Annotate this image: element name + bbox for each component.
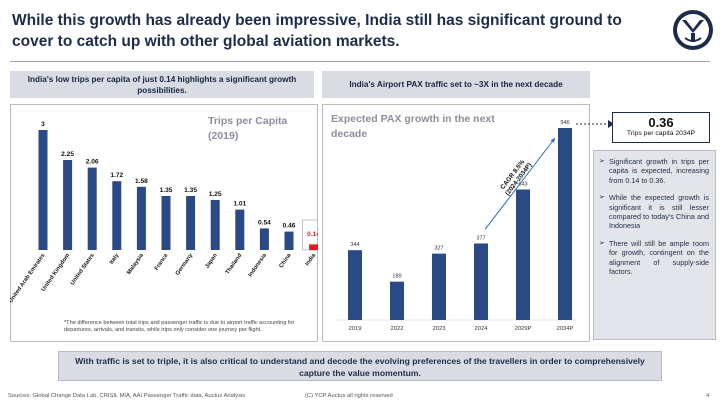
- bullet-arrow-icon: ➢: [599, 158, 605, 165]
- bar-united-states: [87, 167, 97, 250]
- takeaway-box: With traffic is set to triple, it is als…: [58, 351, 662, 381]
- mid-header: India's Airport PAX traffic set to ~3X i…: [322, 71, 590, 98]
- tick-label: United Arab Emirates: [10, 253, 47, 305]
- tick-label: Indonesia: [248, 252, 269, 278]
- tick-label: Italy: [109, 252, 121, 266]
- bar-2019: [348, 250, 362, 320]
- tick-label: 2019: [349, 326, 362, 332]
- bar-indonesia: [259, 228, 269, 250]
- bullet-arrow-icon: ➢: [599, 239, 605, 247]
- data-label: 0.14: [307, 231, 318, 238]
- tick-label: Malaysia: [126, 252, 145, 276]
- data-label: 1.01: [233, 201, 246, 208]
- insights-panel: ➢ Significant growth in trips per capita …: [593, 150, 716, 340]
- mid-chart-panel: [322, 104, 590, 342]
- footer-copyright: (C) YCP Auctus all rights reserved: [305, 393, 393, 399]
- page-number: 4: [706, 393, 710, 399]
- data-label: 1.58: [135, 178, 148, 185]
- footer-sources: Sources: Global Change Data Lab, CRISIL …: [8, 393, 246, 399]
- bar-india: [309, 244, 318, 250]
- bar-united-arab-emirates: [38, 130, 48, 250]
- bar-2024: [474, 243, 488, 320]
- tick-label: 2024: [475, 326, 489, 332]
- tick-label: 2034P: [557, 326, 574, 332]
- bar-italy: [112, 181, 122, 250]
- tick-label: 2029P: [515, 326, 532, 332]
- callout-arrow-icon: [576, 120, 614, 128]
- data-label: 1.35: [184, 187, 197, 194]
- data-label: 2.25: [61, 151, 74, 158]
- pax-growth-chart: 344 2019 189 2022 327 2023 377 2024 643 2029P 946 2…: [334, 120, 578, 332]
- data-label: 377: [476, 235, 485, 241]
- bar-2023: [432, 253, 446, 320]
- data-label: 344: [350, 242, 359, 248]
- data-label: 0.54: [258, 219, 271, 226]
- chart-footnote: *The difference between total trips and …: [64, 320, 295, 333]
- data-label: 1.35: [160, 187, 173, 194]
- tick-label: United Kingdom: [41, 253, 72, 293]
- data-label: 0.46: [283, 223, 296, 230]
- data-label: 643: [518, 181, 527, 187]
- data-label: 946: [560, 120, 569, 126]
- tick-label: Japan: [204, 252, 219, 270]
- cagr-arrow: [484, 137, 556, 230]
- tick-label: India: [305, 252, 318, 267]
- tick-label: China: [278, 252, 293, 269]
- data-label: 189: [392, 274, 401, 280]
- insight-item: ➢ Significant growth in trips per capita …: [599, 157, 709, 185]
- title-divider: [10, 61, 710, 62]
- data-label: 3: [41, 121, 45, 128]
- bar-2022: [390, 281, 404, 320]
- bar-2029p: [516, 189, 530, 320]
- data-label: 1.72: [110, 172, 123, 179]
- bar-2034p: [558, 128, 572, 320]
- chart2-title: Expected PAX growth in the next decade: [331, 113, 495, 140]
- callout-box: 0.36 Trips per capita 2034P: [612, 112, 710, 143]
- bar-france: [161, 196, 171, 250]
- bar-thailand: [235, 209, 245, 250]
- tick-label: Germany: [175, 252, 195, 277]
- chart1-title: Trips per Capita (2019): [208, 115, 288, 142]
- data-label: 1.25: [209, 191, 222, 198]
- cagr-arrowhead-icon: [550, 138, 555, 143]
- insight-item: ➢ While the expected growth is significan…: [599, 193, 709, 231]
- callout-value: 0.36: [648, 115, 674, 130]
- trips-per-capita-chart: 3 United Arab Emirates 2.25 United Kingdom 2…: [10, 121, 318, 305]
- bar-malaysia: [136, 186, 146, 250]
- tick-label: United States: [70, 253, 96, 287]
- tick-label: 2023: [433, 326, 446, 332]
- insight-item: ➢ There will still be ample room for grow…: [599, 238, 709, 277]
- data-label: 2.06: [86, 159, 99, 166]
- bar-china: [284, 231, 294, 250]
- left-header: India's low trips per capita of just 0.1…: [10, 71, 314, 98]
- callout-label: Trips per capita 2034P: [626, 130, 696, 137]
- tick-label: France: [154, 252, 170, 272]
- data-label: 327: [434, 246, 443, 252]
- bullet-arrow-icon: ➢: [599, 194, 605, 202]
- company-logo-icon: [673, 10, 713, 50]
- slide-title: While this growth has already been impre…: [12, 12, 622, 50]
- tick-label: 2022: [391, 326, 404, 332]
- bar-japan: [210, 200, 220, 250]
- bar-germany: [186, 196, 196, 250]
- tick-label: Thailand: [225, 252, 244, 275]
- bar-united-kingdom: [63, 160, 73, 250]
